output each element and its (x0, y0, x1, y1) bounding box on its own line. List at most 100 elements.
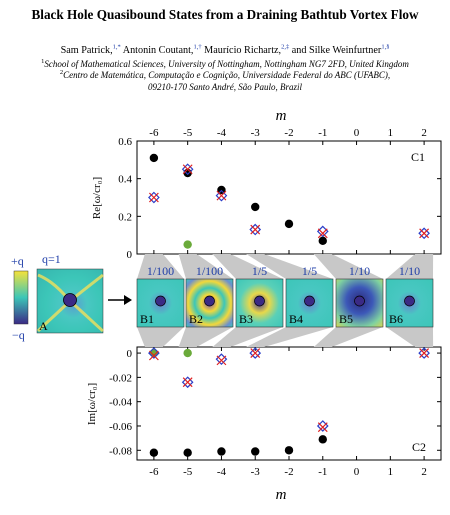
mode-panel-label: B4 (289, 312, 303, 326)
colorbar-gradient (13, 270, 29, 325)
plot-c2-panel-label: C2 (412, 440, 426, 454)
plot-c2-red-cross (148, 350, 159, 361)
author-name: Maurício Richartz, (201, 45, 282, 56)
affiliation-text: Centro de Matemática, Computação e Cogni… (63, 70, 391, 80)
mode-panel-label: B6 (389, 312, 403, 326)
plot-c1-red-cross (250, 224, 261, 235)
colorbar-bottom-label: −q (12, 328, 25, 342)
plot-c2-xtick-label: -3 (251, 466, 261, 478)
author-name: Antonin Coutant, (120, 45, 194, 56)
plot-c2-ytick-label: -0.06 (109, 421, 132, 433)
plot-c2-xtick-label: 2 (421, 466, 427, 478)
plot-c1-xtick-label: -2 (284, 127, 293, 139)
connector-bottom (246, 327, 333, 347)
plot-c2-xlabel: m (276, 487, 287, 503)
panel-a: A (36, 268, 104, 334)
connector-bottom (178, 327, 233, 347)
plot-c1-ytick-label: 0.4 (118, 174, 132, 186)
plot-c2-red-cross (250, 348, 261, 358)
panel-a-wave-arms (36, 273, 104, 333)
plot-c1-xtick-label: 0 (354, 127, 360, 139)
connector-top (178, 254, 233, 279)
affiliation-sup: 1 (41, 58, 45, 65)
plot-c2-xtick-label: -5 (183, 466, 193, 478)
connector-bottom (313, 327, 383, 347)
author-sup: 1,† (193, 43, 202, 51)
plot-c2-black-dot (183, 448, 192, 457)
plot-c1-red-cross (317, 228, 328, 239)
plot-c2-red-cross (182, 377, 193, 388)
plot-c1-red-cross (182, 164, 193, 175)
plot-c1-blue-diamond (148, 191, 160, 204)
plot-c1-frame (136, 140, 442, 255)
plot-c2-xtick-label: -1 (318, 466, 327, 478)
plot-c2-black-dot (251, 447, 260, 456)
plot-c2-blue-diamond (181, 376, 194, 389)
plot-c2-xtick-label: -6 (149, 466, 159, 478)
plot-c1-xtick-label: 1 (388, 127, 394, 139)
plot-c1-xlabel: m (276, 108, 287, 124)
panel-a-vortex-core (63, 293, 77, 307)
affiliation-text: 09210-170 Santo André, São Paulo, Brazil (147, 82, 303, 92)
mode-panel-label: B5 (339, 312, 353, 326)
figure-canvas: C1 m Re[ω/cr₀] C2 m Im[ω/cr₀] +q −q q=1 … (11, 108, 442, 503)
plot-c2-ytick-label: -0.02 (109, 372, 132, 384)
plot-c1-black-dot (284, 219, 294, 229)
mode-panel-label: B2 (189, 312, 203, 326)
affiliation-3: 09210-170 Santo André, São Paulo, Brazil (0, 82, 450, 93)
plot-c1-red-cross (216, 190, 227, 201)
connector-bottom (386, 327, 434, 347)
affiliation-text: School of Mathematical Sciences, Univers… (44, 59, 409, 69)
plot-c1-ytick-label: 0 (127, 249, 133, 261)
panel-a-label: A (39, 319, 48, 333)
mode-panel-vortex-core (354, 295, 365, 307)
connector-top (313, 254, 383, 279)
colorbar: +q −q (11, 254, 29, 342)
mode-panel-label: B1 (140, 312, 154, 326)
plot-c2-blue-diamond (249, 347, 262, 359)
paper-header: Black Hole Quasibound States from a Drai… (0, 0, 450, 104)
figure: C1 m Re[ω/cr₀] C2 m Im[ω/cr₀] +q −q q=1 … (0, 103, 450, 510)
author-sup: 1,§ (381, 43, 390, 51)
plot-c1-red-cross (148, 192, 159, 203)
author-list: Sam Patrick,1,* Antonin Coutant,1,† Maur… (0, 43, 450, 56)
plot-c1-red-cross (419, 228, 430, 239)
plot-c1-blue-diamond (249, 223, 262, 236)
plot-c1-black-dot (149, 153, 159, 163)
colorbar-top-label: +q (11, 254, 24, 268)
paper-title: Black Hole Quasibound States from a Drai… (31, 7, 419, 22)
plot-c2-red-cross (216, 355, 227, 366)
plot-c1-xtick-label: -1 (318, 127, 327, 139)
mode-panel-vortex-core (304, 295, 315, 307)
mode-panel-scale: 1/100 (147, 264, 174, 278)
mode-panel-field (235, 278, 284, 328)
plot-c2-frame (136, 346, 442, 461)
plot-c1-panel-label: C1 (411, 150, 425, 164)
plot-c1-xtick-label: -3 (251, 127, 261, 139)
affiliation-1: 1School of Mathematical Sciences, Univer… (0, 58, 450, 70)
arrow-icon (108, 295, 132, 305)
author-sup: 2,‡ (281, 43, 290, 51)
plot-c2-ytick-label: 0 (127, 348, 133, 360)
author-sup: 1,* (112, 43, 121, 51)
plot-c2-xtick-label: -4 (217, 466, 227, 478)
plot-c1-xtick-label: 2 (421, 127, 427, 139)
plot-c2-black-dot (149, 448, 159, 457)
affiliation-sup: 2 (59, 69, 64, 76)
connector-top (246, 254, 333, 279)
connector-bottom (137, 327, 184, 347)
plot-c2-ytick-label: -0.04 (109, 397, 132, 409)
author-name: Sam Patrick, (60, 45, 113, 56)
plot-c1-ylabel: Re[ω/cr₀] (91, 177, 103, 219)
author-name: and Silke Weinfurtner (289, 45, 382, 56)
plot-c1-blue-diamond (181, 163, 194, 176)
mode-panels: B1 1/100 B2 1/100 B3 1/5 B4 1/5 B5 1/10 B6 1/10 (136, 254, 434, 347)
plot-c2-black-dot (217, 447, 226, 456)
plot-c2-ylabel: Im[ω/cr₀] (86, 383, 98, 425)
plot-c2-red-cross (317, 422, 328, 433)
plot-c1-xtick-label: -6 (149, 127, 159, 139)
mode-panel-vortex-core (155, 295, 166, 307)
mode-panel-scale: 1/10 (349, 264, 370, 278)
plot-c2-blue-diamond (418, 347, 430, 359)
plot-c2-xtick-label: 1 (388, 466, 394, 478)
